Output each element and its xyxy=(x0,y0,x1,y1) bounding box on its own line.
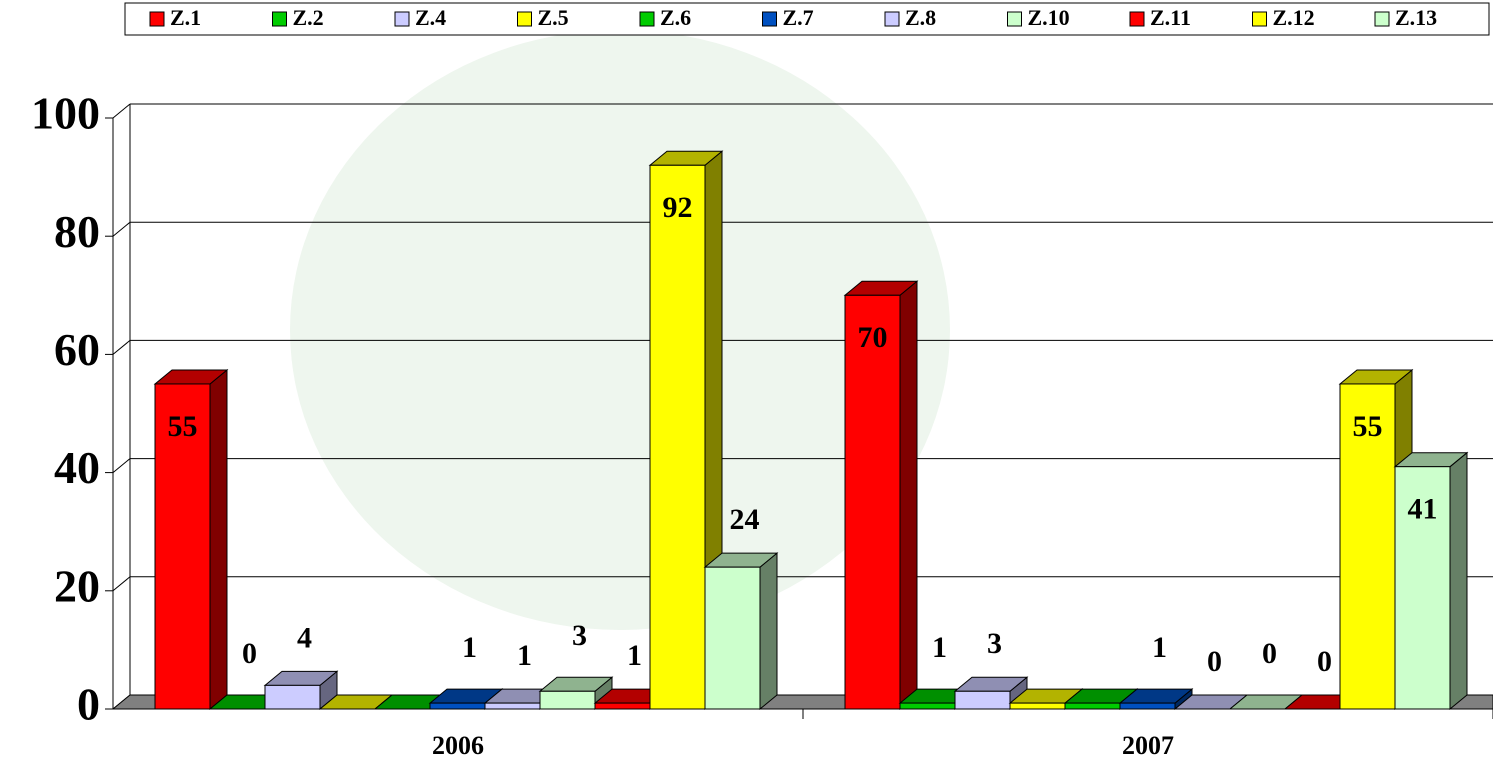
data-label: 55 xyxy=(168,410,198,443)
bar-side xyxy=(759,552,778,711)
data-label: 41 xyxy=(1408,493,1438,526)
legend-swatch xyxy=(639,11,655,27)
bar-front xyxy=(649,164,706,710)
data-label: 24 xyxy=(730,503,760,536)
bar-front xyxy=(954,690,1011,710)
bar xyxy=(1118,688,1194,711)
bar-front xyxy=(154,383,211,710)
bar xyxy=(1393,451,1469,711)
bar-front xyxy=(429,702,486,710)
x-tick-label: 2007 xyxy=(1122,731,1174,760)
legend-label: Z.5 xyxy=(538,5,569,30)
bar xyxy=(153,368,229,711)
bar xyxy=(648,150,724,711)
legend-swatch xyxy=(1374,11,1390,27)
grid-line xyxy=(112,576,131,592)
back-wall xyxy=(112,104,131,710)
legend-swatch xyxy=(149,11,165,27)
bar-front xyxy=(484,702,541,710)
bar-front xyxy=(704,566,761,710)
legend-label: Z.11 xyxy=(1150,5,1191,30)
bar-front xyxy=(539,690,596,710)
y-tick-label: 20 xyxy=(54,560,100,611)
legend-swatch xyxy=(762,11,777,27)
bar-front xyxy=(1394,466,1451,710)
grid-line xyxy=(112,458,131,473)
bar-front xyxy=(1339,383,1396,710)
legend-label: Z.1 xyxy=(170,5,201,30)
data-label: 0 xyxy=(1207,645,1222,678)
legend-label: Z.2 xyxy=(293,5,324,30)
background-watermark xyxy=(290,30,950,630)
data-label: 1 xyxy=(517,639,532,672)
bar-side xyxy=(899,280,918,711)
data-label: 0 xyxy=(242,637,257,670)
data-label: 0 xyxy=(1317,645,1332,678)
legend-label: Z.10 xyxy=(1028,5,1070,30)
data-label: 1 xyxy=(627,639,642,672)
legend-label: Z.4 xyxy=(415,5,446,30)
legend-label: Z.7 xyxy=(783,5,814,30)
bar-front xyxy=(594,702,651,710)
bar xyxy=(843,280,919,711)
data-label: 0 xyxy=(1262,637,1277,670)
bar xyxy=(703,552,779,711)
bar-front xyxy=(844,294,901,710)
bar-side xyxy=(1449,451,1468,711)
x-tick-label: 2006 xyxy=(432,731,484,760)
bar-side xyxy=(209,368,228,711)
y-tick-label: 100 xyxy=(31,88,100,139)
y-tick-label: 40 xyxy=(54,442,100,493)
legend-swatch xyxy=(272,11,287,27)
grid-line xyxy=(112,340,131,355)
y-tick-label: 60 xyxy=(54,324,100,375)
legend-label: Z.12 xyxy=(1273,5,1315,30)
data-label: 1 xyxy=(462,631,477,664)
legend-swatch xyxy=(1007,11,1022,27)
y-tick-label: 80 xyxy=(54,206,100,257)
legend-label: Z.13 xyxy=(1395,5,1437,30)
legend-swatch xyxy=(884,11,900,27)
data-label: 55 xyxy=(1353,410,1383,443)
data-label: 1 xyxy=(1152,631,1167,664)
data-label: 4 xyxy=(297,621,312,654)
data-label: 70 xyxy=(858,321,888,354)
legend-swatch xyxy=(1129,11,1145,27)
bar-front xyxy=(1064,702,1121,710)
bar-front xyxy=(1119,702,1176,710)
y-tick-label: 0 xyxy=(77,679,100,730)
legend-label: Z.8 xyxy=(905,5,936,30)
grid-line xyxy=(112,103,131,119)
bar xyxy=(538,676,614,711)
data-label: 92 xyxy=(663,191,693,224)
grid-line xyxy=(112,221,131,237)
legend-swatch xyxy=(517,11,532,27)
legend-swatch xyxy=(1252,11,1267,27)
bar-front xyxy=(264,684,321,710)
data-label: 1 xyxy=(932,631,947,664)
legend-swatch xyxy=(394,11,410,27)
bar-front xyxy=(899,702,956,710)
bar-front xyxy=(1009,702,1066,710)
data-label: 3 xyxy=(987,627,1002,660)
legend-label: Z.6 xyxy=(660,5,691,30)
data-label: 3 xyxy=(572,619,587,652)
